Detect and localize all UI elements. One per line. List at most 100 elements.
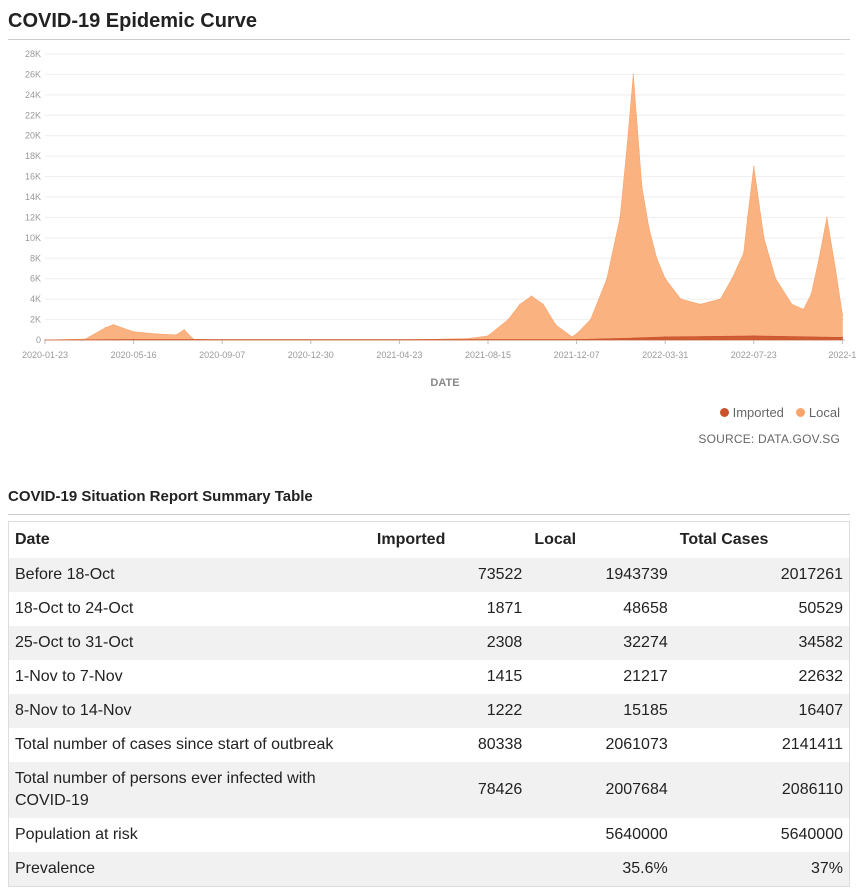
legend-item-local[interactable]: Local <box>795 405 840 420</box>
x-tick-label: 2022-1 <box>828 350 856 360</box>
data-point-imported[interactable] <box>575 338 578 341</box>
cell-date: Total number of cases since start of out… <box>15 736 334 753</box>
data-point-local[interactable] <box>753 165 755 168</box>
chart-legend: Imported Local <box>719 405 840 420</box>
data-point-local[interactable] <box>112 323 115 326</box>
data-point-local[interactable] <box>104 326 107 329</box>
data-point-local[interactable] <box>467 337 469 340</box>
table-row: Total number of cases since start of out… <box>9 728 850 762</box>
data-point-local[interactable] <box>507 318 510 321</box>
table-row: Before 18-Oct 73522 1943739 2017261 <box>8 558 850 592</box>
series-area-local[interactable] <box>44 74 843 341</box>
data-point-local[interactable] <box>175 334 178 336</box>
cell-total: 2141411 <box>781 736 843 753</box>
cell-imported: 1415 <box>486 668 523 685</box>
y-tick-label: 8K <box>30 253 41 263</box>
cell-total: 16407 <box>673 694 850 728</box>
header-imported: Imported <box>370 521 529 558</box>
table-row: Prevalence 35.6% 37% <box>8 852 850 887</box>
data-point-imported[interactable] <box>632 337 635 339</box>
data-point-local[interactable] <box>818 257 820 260</box>
data-point-local[interactable] <box>132 331 135 333</box>
data-point-local[interactable] <box>542 303 544 306</box>
cell-date: Population at risk <box>15 826 138 843</box>
data-point-local[interactable] <box>791 303 793 306</box>
cell-date: Before 18-Oct <box>8 558 371 592</box>
table-row: Total number of persons ever infected wi… <box>8 762 850 818</box>
cell-local: 2007684 <box>528 762 674 818</box>
cell-date: 18-Oct to 24-Oct <box>15 600 134 617</box>
data-point-local[interactable] <box>183 329 185 331</box>
x-tick-label: 2020-01-23 <box>22 350 68 360</box>
y-tick-label: 18K <box>25 151 41 161</box>
page-title: COVID-19 Epidemic Curve <box>8 10 257 32</box>
cell-local: 15185 <box>528 694 674 728</box>
title-divider <box>8 39 850 40</box>
data-point-local[interactable] <box>774 277 777 280</box>
table-row: 25-Oct to 31-Oct 2308 32274 34582 <box>8 626 850 660</box>
data-point-local[interactable] <box>763 237 765 239</box>
data-point-local[interactable] <box>834 267 837 270</box>
cell-local: 21217 <box>623 668 668 685</box>
data-point-local[interactable] <box>84 338 87 340</box>
data-point-imported[interactable] <box>132 338 135 341</box>
data-point-local[interactable] <box>530 295 533 297</box>
data-point-local[interactable] <box>841 313 844 316</box>
data-point-local[interactable] <box>571 336 573 338</box>
data-point-local[interactable] <box>826 216 828 219</box>
cell-total: 2086110 <box>673 762 850 818</box>
data-point-local[interactable] <box>746 216 749 219</box>
data-point-local[interactable] <box>664 277 666 280</box>
data-point-imported[interactable] <box>664 336 666 338</box>
data-point-local[interactable] <box>635 114 638 117</box>
cell-imported: 73522 <box>370 558 529 592</box>
legend-label-local: Local <box>808 405 840 420</box>
data-point-local[interactable] <box>606 277 608 280</box>
data-point-local[interactable] <box>648 226 650 229</box>
data-point-local[interactable] <box>742 252 745 254</box>
data-point-local[interactable] <box>810 293 813 295</box>
epidemic-curve-chart[interactable]: 02K4K6K8K10K12K14K16K18K20K22K24K26K28K … <box>0 42 856 392</box>
y-tick-label: 28K <box>25 49 41 59</box>
data-point-local[interactable] <box>626 145 628 147</box>
y-tick-label: 14K <box>25 192 41 202</box>
data-point-local[interactable] <box>554 323 557 326</box>
cell-date: 25-Oct to 31-Oct <box>8 626 371 660</box>
data-point-local[interactable] <box>487 335 489 337</box>
data-point-imported[interactable] <box>753 335 755 337</box>
y-axis: 0 2K 4K 6K 8K 10K 12K 14K 16K 18K 20K 22K 24K 26K 28K <box>25 49 41 345</box>
series-area-imported[interactable] <box>44 335 843 341</box>
table-row: Population at risk 5640000 5640000 <box>9 818 850 852</box>
data-point-local[interactable] <box>619 216 621 219</box>
x-tick-label: 2022-07-23 <box>731 350 777 360</box>
data-point-local[interactable] <box>575 333 578 335</box>
data-point-imported[interactable] <box>841 336 844 339</box>
data-point-local[interactable] <box>699 303 701 306</box>
table-row: 18-Oct to 24-Oct 1871 48658 50529 <box>9 592 850 626</box>
cell-total: 2017261 <box>673 558 850 592</box>
data-point-local[interactable] <box>632 73 635 76</box>
y-tick-label: 20K <box>25 131 41 141</box>
data-point-local[interactable] <box>156 333 158 335</box>
cell-date: Prevalence <box>8 852 371 887</box>
data-point-local[interactable] <box>719 298 722 300</box>
y-tick-label: 2K <box>30 315 41 325</box>
data-point-local[interactable] <box>589 318 592 321</box>
data-point-imported[interactable] <box>487 338 489 341</box>
legend-item-imported[interactable]: Imported <box>719 405 784 420</box>
data-point-local[interactable] <box>655 257 658 260</box>
y-tick-label: 26K <box>25 69 41 79</box>
y-tick-label: 12K <box>25 212 41 222</box>
cell-total: 22632 <box>798 668 844 685</box>
x-tick-label: 2021-08-15 <box>465 350 511 360</box>
cell-imported: 80338 <box>477 736 523 753</box>
data-point-local[interactable] <box>679 298 682 300</box>
data-point-local[interactable] <box>802 308 805 311</box>
cell-total: 5640000 <box>780 826 843 843</box>
data-point-local[interactable] <box>641 186 643 188</box>
data-point-local[interactable] <box>731 277 733 280</box>
x-tick-label: 2021-12-07 <box>554 350 600 360</box>
cell-imported: 2308 <box>370 626 529 660</box>
data-point-local[interactable] <box>519 303 521 306</box>
y-tick-label: 4K <box>30 294 41 304</box>
